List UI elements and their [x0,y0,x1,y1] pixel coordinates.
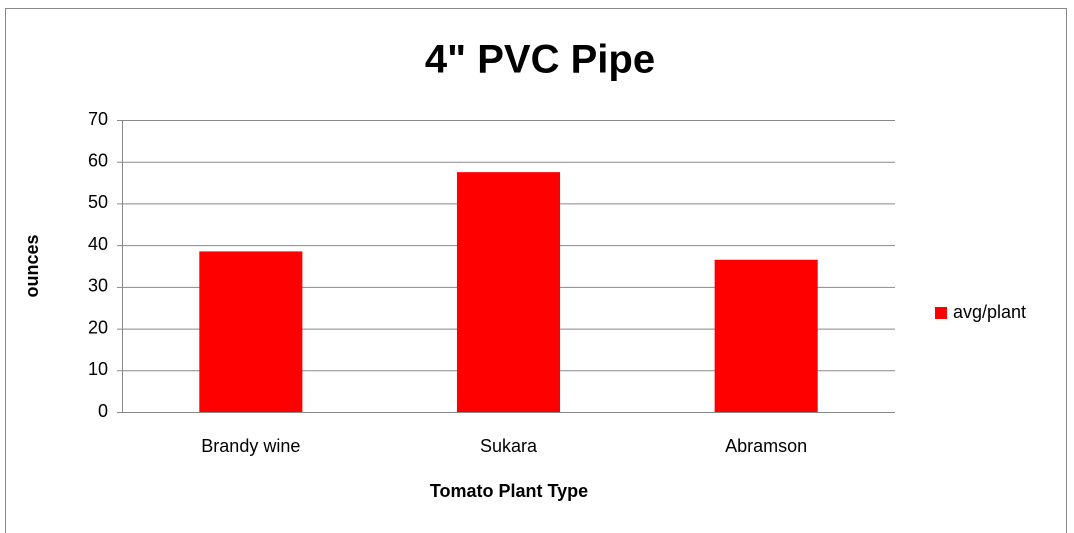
y-tick-label: 70 [88,109,108,129]
x-tick-label: Sukara [480,436,538,456]
y-axis-title: ounces [22,234,42,297]
y-tick-label: 30 [88,276,108,296]
bar [199,251,303,412]
y-tick-label: 60 [88,150,108,170]
chart-title: 4" PVC Pipe [425,38,655,82]
chart-border [5,8,1067,533]
y-tick-label: 0 [98,401,108,421]
x-tick-label: Abramson [725,436,807,456]
y-tick-label: 40 [88,234,108,254]
bar [456,172,561,412]
legend-swatch [935,307,947,319]
x-tick-label: Brandy wine [201,436,300,456]
y-tick-label: 50 [88,192,108,212]
bar [714,259,818,412]
y-tick-label: 20 [88,317,108,337]
y-tick-label: 10 [88,359,108,379]
legend-label: avg/plant [953,302,1026,322]
x-axis-title: Tomato Plant Type [430,481,588,501]
